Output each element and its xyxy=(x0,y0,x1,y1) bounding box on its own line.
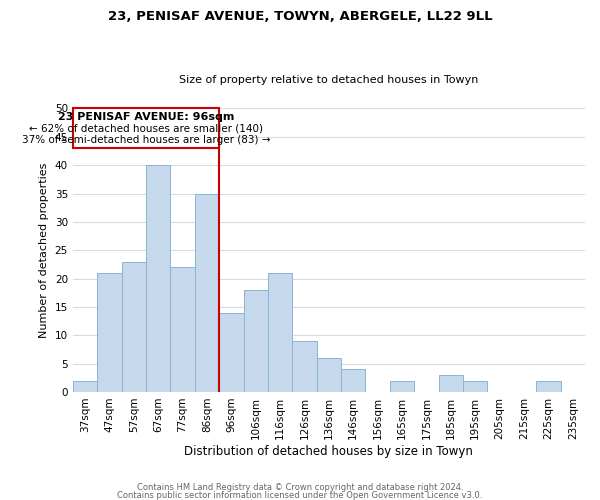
Bar xyxy=(219,312,244,392)
Text: ← 62% of detached houses are smaller (140): ← 62% of detached houses are smaller (14… xyxy=(29,124,263,134)
Bar xyxy=(268,273,292,392)
X-axis label: Distribution of detached houses by size in Towyn: Distribution of detached houses by size … xyxy=(184,444,473,458)
Text: Contains HM Land Registry data © Crown copyright and database right 2024.: Contains HM Land Registry data © Crown c… xyxy=(137,483,463,492)
Text: 23, PENISAF AVENUE, TOWYN, ABERGELE, LL22 9LL: 23, PENISAF AVENUE, TOWYN, ABERGELE, LL2… xyxy=(107,10,493,23)
Bar xyxy=(244,290,268,392)
Bar xyxy=(122,262,146,392)
Bar xyxy=(439,375,463,392)
Bar xyxy=(536,380,560,392)
Bar xyxy=(73,108,219,148)
Bar xyxy=(73,380,97,392)
Text: 23 PENISAF AVENUE: 96sqm: 23 PENISAF AVENUE: 96sqm xyxy=(58,112,234,122)
Y-axis label: Number of detached properties: Number of detached properties xyxy=(39,162,49,338)
Bar xyxy=(390,380,414,392)
Bar xyxy=(317,358,341,392)
Bar xyxy=(170,267,195,392)
Bar xyxy=(341,370,365,392)
Bar xyxy=(195,194,219,392)
Title: Size of property relative to detached houses in Towyn: Size of property relative to detached ho… xyxy=(179,76,479,86)
Bar xyxy=(146,165,170,392)
Bar xyxy=(97,273,122,392)
Bar xyxy=(463,380,487,392)
Bar xyxy=(292,341,317,392)
Text: Contains public sector information licensed under the Open Government Licence v3: Contains public sector information licen… xyxy=(118,490,482,500)
Text: 37% of semi-detached houses are larger (83) →: 37% of semi-detached houses are larger (… xyxy=(22,134,270,144)
